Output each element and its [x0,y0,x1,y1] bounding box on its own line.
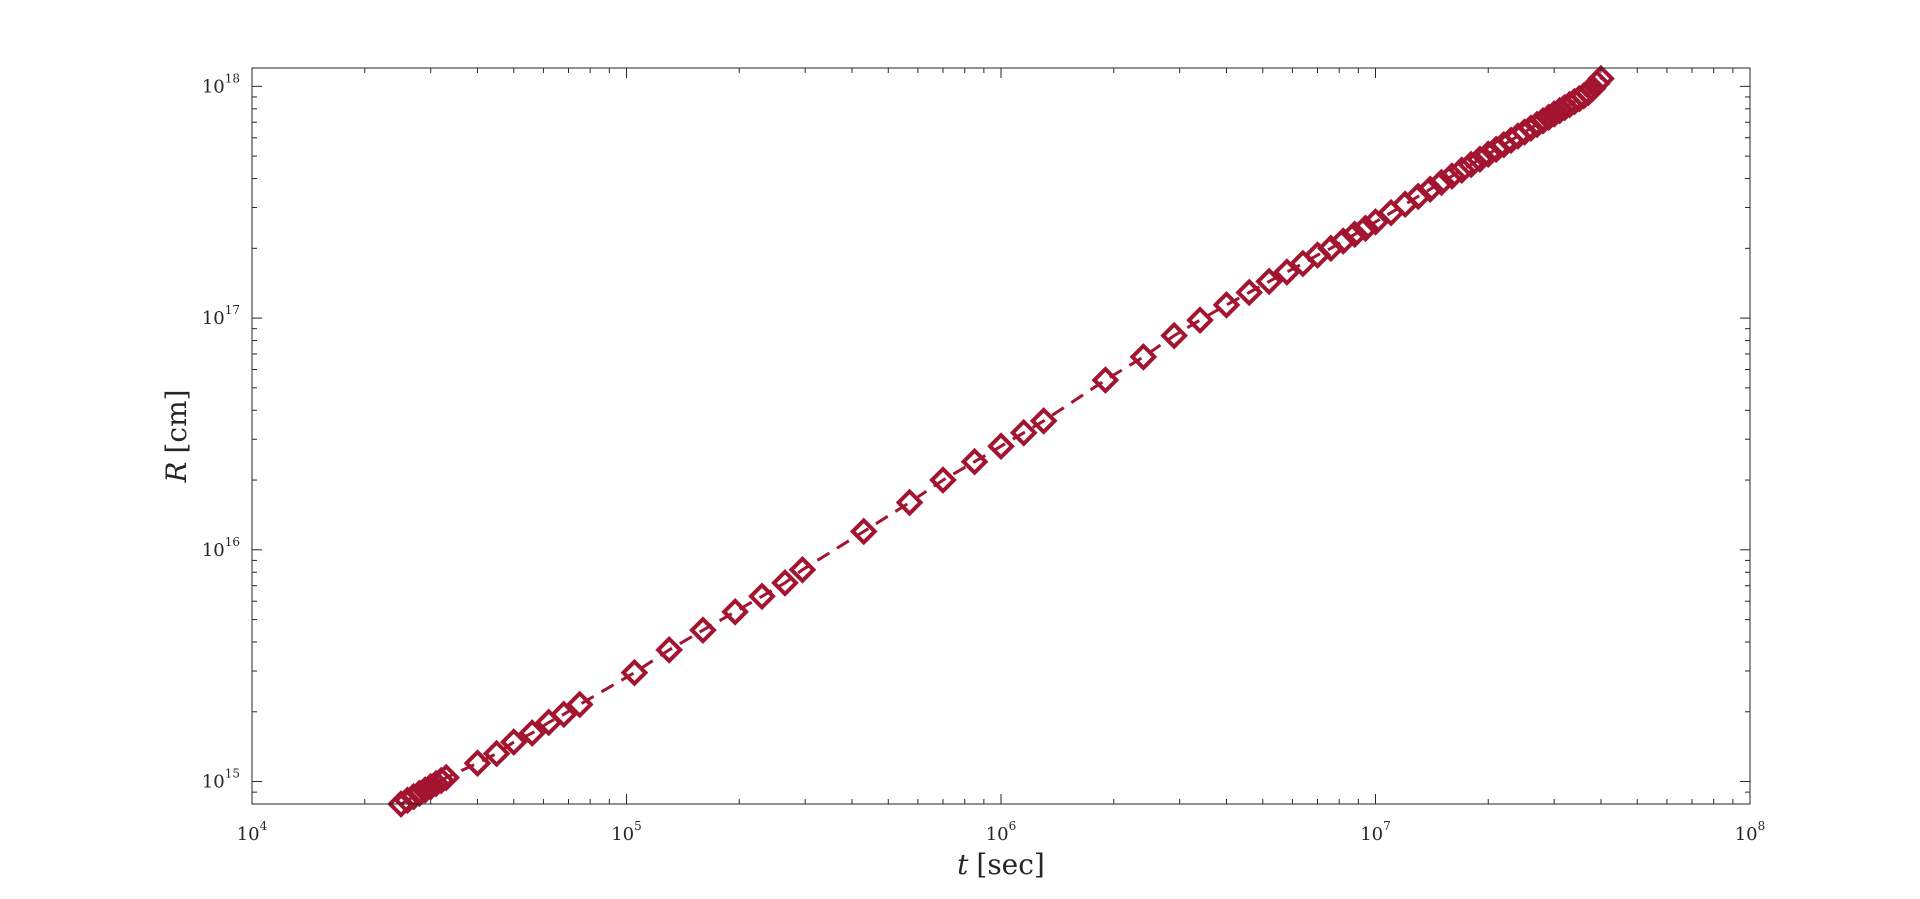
data-point [1427,168,1456,197]
data-point [771,569,799,597]
data-point [987,432,1015,461]
data-point [1009,418,1038,447]
x-tick-label: 108 [1735,819,1766,845]
data-point [1447,156,1476,184]
y-tick-label: 1017 [202,303,240,329]
data-point [929,466,957,494]
data-point [620,658,649,687]
x-tick-label: 105 [611,819,642,845]
data-point [1416,175,1445,203]
series-layer [387,64,1615,818]
data-point [721,597,749,626]
data-point [463,749,492,778]
label-layer: 104 105 106 107 108 1015 1016 1017 1018 [202,71,1765,845]
data-point [1329,227,1358,255]
data-point [1255,267,1283,296]
x-axis-label: t [sec] [957,848,1045,881]
data-point [518,719,547,747]
data-point [788,555,817,584]
data-point [1457,150,1485,179]
data-point [549,700,578,729]
y-tick-label: 1015 [202,767,240,793]
y-axis-label: R[cm] [160,389,193,483]
tick-layer [251,68,1751,805]
data-point [689,616,717,645]
data-point [1212,291,1241,319]
data-point [499,728,528,756]
x-tick-label: 106 [986,819,1017,845]
data-point [1235,278,1264,307]
data-point [748,582,776,611]
y-tick-label: 1018 [202,71,240,97]
x-tick-label: 104 [237,819,268,845]
data-point [482,739,511,768]
data-point [1091,366,1120,394]
data-point [895,488,924,517]
x-tick-label: 107 [1360,819,1391,845]
data-point [1129,343,1158,371]
y-tick-label: 1016 [202,535,240,561]
data-point [1474,140,1503,168]
data-point [1438,162,1466,190]
data-point [432,763,461,792]
data-point [655,636,684,664]
data-point [1029,407,1058,435]
data-point [960,447,989,476]
data-point [1587,64,1615,93]
data-point [1351,214,1380,243]
data-point [565,690,594,719]
data-point [1186,306,1214,334]
plot-frame [251,67,1751,805]
data-point [1340,220,1369,249]
data-point [849,517,878,546]
data-point [1466,145,1494,174]
data-point [1160,321,1188,350]
